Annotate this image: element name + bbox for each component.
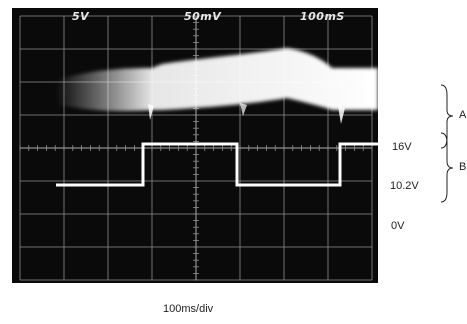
- bracket-a: [440, 84, 454, 149]
- trace-a-ripple: [56, 48, 378, 124]
- timebase-readout: 100mS: [300, 10, 345, 23]
- trace-b-line: [56, 142, 378, 187]
- label-a: A: [459, 109, 467, 121]
- level-high-label: 16V: [392, 141, 412, 153]
- trace-a-band: [56, 48, 378, 112]
- graticule: [19, 15, 373, 281]
- bracket-b: [440, 132, 454, 203]
- level-zero-label: 0V: [391, 220, 405, 232]
- label-b: B: [459, 161, 467, 173]
- ch2-scale: 50mV: [184, 10, 222, 23]
- trace-a-spike-3: [338, 106, 345, 124]
- oscilloscope-screen: 5V 50mV 100mS: [12, 8, 378, 283]
- trace-b: [56, 142, 378, 187]
- ch1-scale: 5V: [72, 10, 90, 23]
- level-low-label: 10.2V: [390, 180, 419, 192]
- time-per-div-label: 100ms/div: [163, 303, 214, 315]
- oscilloscope-plot: [19, 15, 378, 281]
- trace-a-spike-1: [148, 104, 154, 120]
- trace-a-spike-2: [240, 103, 247, 116]
